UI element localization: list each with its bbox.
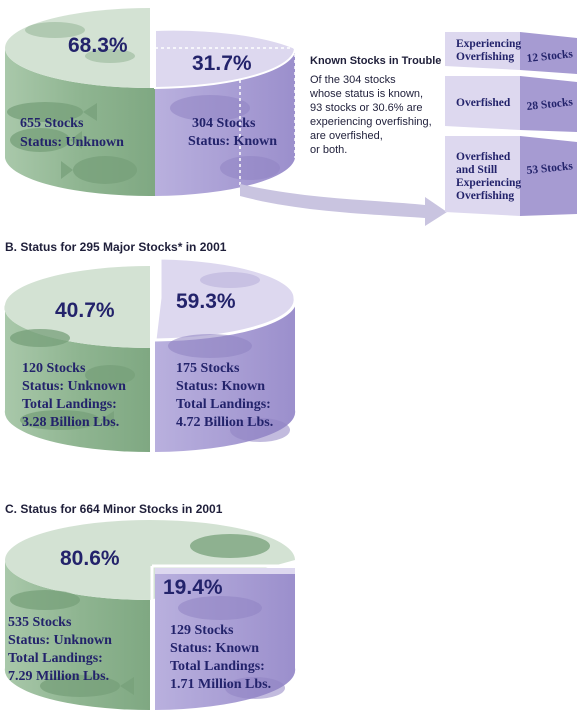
block-2-side: [520, 76, 577, 132]
pie-c-known-fish-decor: [178, 596, 285, 699]
pie-c-unknown-line1: 535 Stocks: [8, 615, 72, 630]
block-3-side: [520, 136, 577, 216]
pie-b-unknown-line4: 3.28 Billion Lbs.: [22, 415, 119, 430]
block-1-front: [445, 32, 520, 70]
pie-b-known-line4: 4.72 Billion Lbs.: [176, 415, 273, 430]
callout-line-3: 93 stocks or 30.6% are: [310, 102, 423, 114]
callout-line-6: or both.: [310, 144, 347, 156]
pie-a-unknown-pct: 68.3%: [68, 34, 128, 57]
pie-a-known-fish-decor: [170, 95, 280, 180]
pie-b-unknown-line3: Total Landings:: [22, 397, 117, 412]
callout-line-2: whose status is known,: [309, 88, 423, 100]
pie-c-known-line3: Total Landings:: [170, 659, 265, 674]
pie-b-known-side: [155, 298, 296, 452]
block-1-value: 12 Stocks: [526, 48, 574, 65]
pie-c-known-line2: Status: Known: [170, 641, 259, 656]
pie-b-known-line3: Total Landings:: [176, 397, 271, 412]
pie-a-known-top: [154, 28, 297, 90]
pie-b-known-line2: Status: Known: [176, 379, 265, 394]
pie-b-unknown-line1: 120 Stocks: [22, 361, 86, 376]
pie-b-known-fish-decor: [168, 272, 290, 442]
block-1-side: [520, 32, 577, 74]
pie-c-unknown-line4: 7.29 Million Lbs.: [8, 669, 109, 684]
pie-b-known-line1: 175 Stocks: [176, 361, 240, 376]
block-1-label-2: Overfishing: [456, 51, 514, 63]
callout-title: Known Stocks in Trouble: [310, 55, 441, 67]
block-2-front: [445, 76, 520, 130]
callout-blocks: Experiencing Overfishing 12 Stocks Overf…: [445, 32, 577, 216]
pie-c-title: C. Status for 664 Minor Stocks in 2001: [5, 502, 223, 516]
block-1-label-1: Experiencing: [456, 38, 521, 50]
pie-a-known-line1: 304 Stocks: [192, 116, 256, 131]
pie-b-unknown-pct: 40.7%: [55, 299, 115, 322]
pie-c-known-line1: 129 Stocks: [170, 623, 234, 638]
pie-b-unknown-line2: Status: Unknown: [22, 379, 126, 394]
block-2-value: 28 Stocks: [526, 96, 574, 113]
pie-b: 40.7% 59.3% 120 Stocks Status: Unknown T…: [4, 256, 297, 453]
pie-a-fish-decor: [7, 22, 137, 184]
pie-c-unknown-line2: Status: Unknown: [8, 633, 112, 648]
pie-a-known-line2: Status: Known: [188, 134, 277, 149]
block-3-label-3: Experiencing: [456, 177, 521, 189]
pie-b-title: B. Status for 295 Major Stocks* in 2001: [5, 240, 227, 254]
block-3-label-1: Overfished: [456, 151, 511, 163]
callout-line-1: Of the 304 stocks: [310, 74, 396, 86]
pie-b-fish-decor: [10, 329, 135, 430]
block-2-label-1: Overfished: [456, 97, 511, 109]
pie-a-dotted-lines: [154, 47, 296, 194]
pie-a-unknown-top: [5, 8, 150, 88]
pie-c-fish-decor: [10, 534, 270, 697]
pie-c-known-pct: 19.4%: [163, 576, 223, 599]
callout-line-5: are overfished,: [310, 130, 383, 142]
pie-a: 68.3% 31.7% 655 Stocks Status: Unknown 3…: [4, 8, 577, 226]
pie-c: 80.6% 19.4% 535 Stocks Status: Unknown T…: [4, 520, 296, 712]
pie-b-unknown-top: [4, 266, 151, 349]
block-3-value: 53 Stocks: [526, 160, 574, 177]
pie-b-known-pct: 59.3%: [176, 290, 236, 313]
callout-line-4: experiencing overfishing,: [310, 116, 432, 128]
pie-c-unknown-pct: 80.6%: [60, 547, 120, 570]
pie-c-unknown-line3: Total Landings:: [8, 651, 103, 666]
block-3-label-4: Overfishing: [456, 190, 514, 202]
block-3-front: [445, 136, 520, 216]
pie-a-known-pct: 31.7%: [192, 52, 252, 75]
pie-c-known-line4: 1.71 Million Lbs.: [170, 677, 271, 692]
pie-a-arrow: [240, 184, 447, 226]
pie-a-unknown-line2: Status: Unknown: [20, 135, 124, 150]
pie-c-known-top: [155, 568, 295, 574]
block-3-label-2: and Still: [456, 164, 497, 176]
pie-a-unknown-line1: 655 Stocks: [20, 116, 84, 131]
